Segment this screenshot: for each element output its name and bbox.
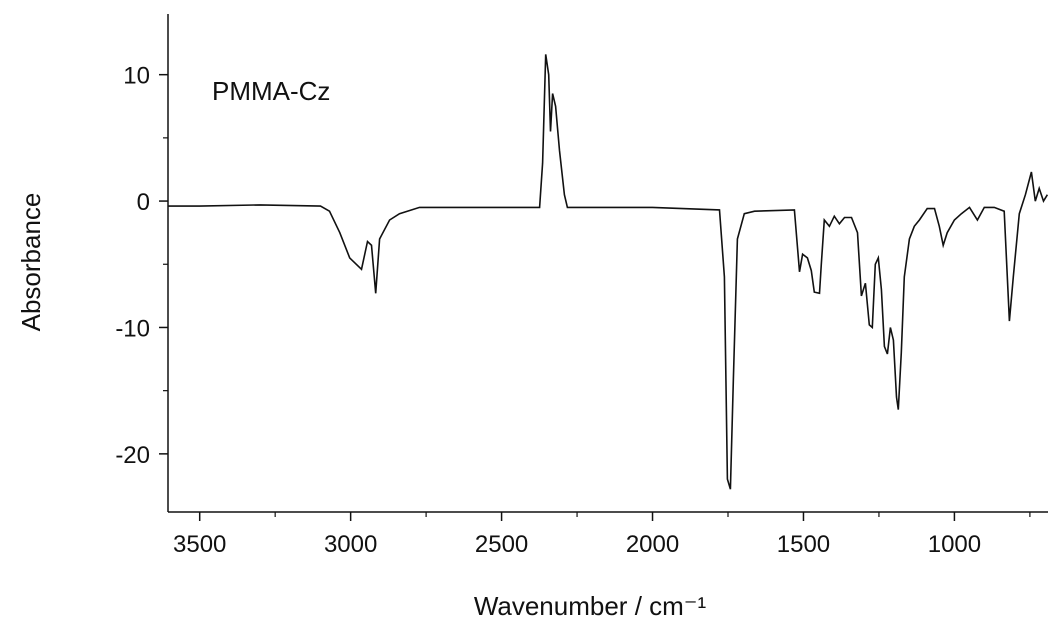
x-tick-label: 3000 [324,531,377,558]
x-tick-label: 3500 [173,531,226,558]
y-tick-label: -10 [115,315,150,342]
annotation: PMMA-Cz [212,76,330,106]
y-tick-label: -20 [115,442,150,469]
y-tick-label: 0 [137,189,150,216]
x-tick-label: 2500 [475,531,528,558]
spectrum-line [168,54,1048,490]
x-tick-label: 1500 [777,531,830,558]
y-tick-label: 10 [123,63,150,90]
y-axis-label: Absorbance [16,193,46,332]
x-tick-label: 1000 [928,531,981,558]
x-tick-label: 2000 [626,531,679,558]
x-axis-label: Wavenumber / cm⁻¹ [474,591,707,621]
